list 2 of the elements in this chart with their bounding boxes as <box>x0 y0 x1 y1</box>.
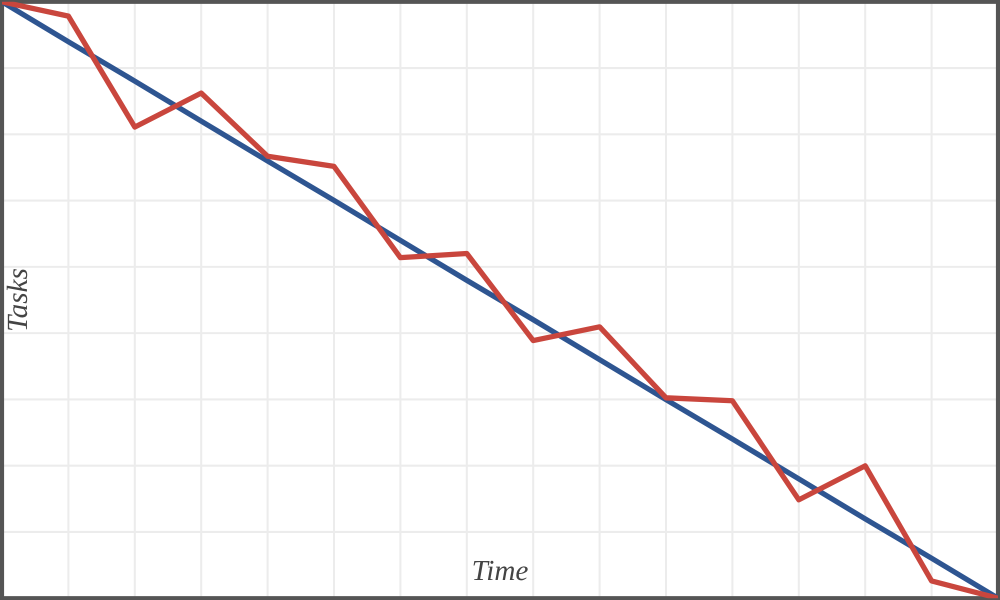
y-axis-title: Tasks <box>6 268 28 330</box>
x-axis-title: Time <box>474 560 528 580</box>
